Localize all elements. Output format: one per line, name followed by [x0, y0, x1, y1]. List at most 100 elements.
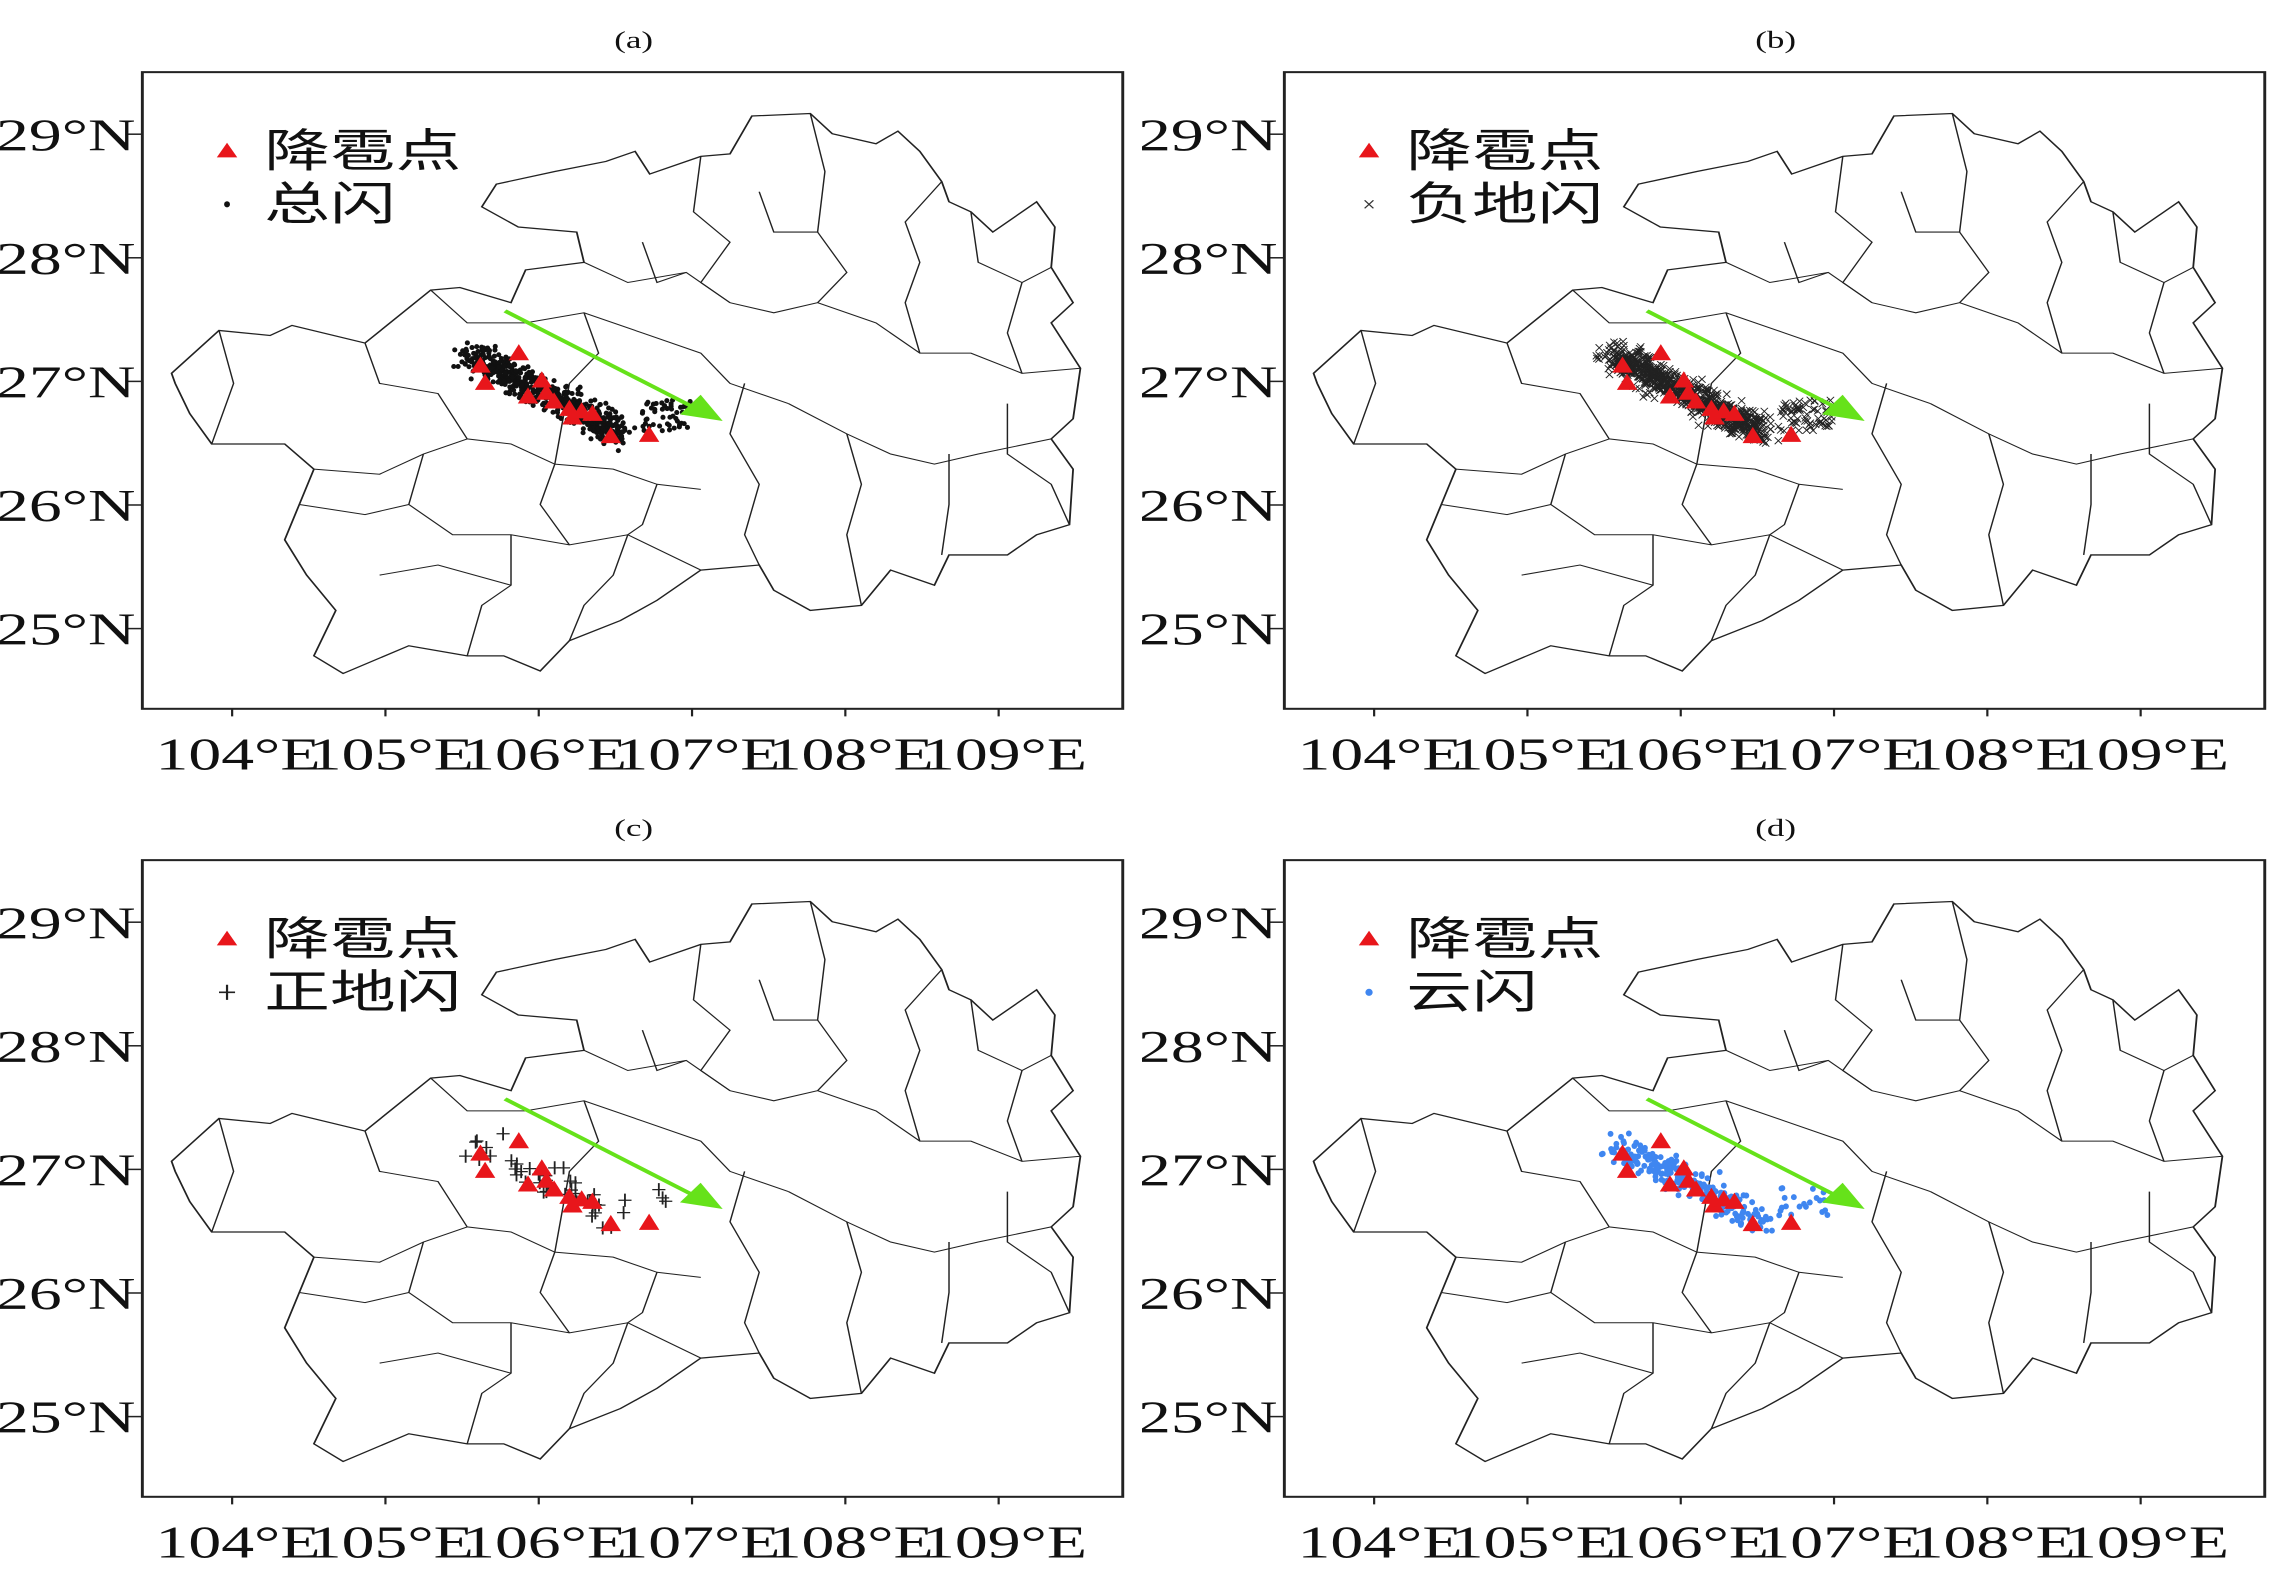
total-flash-point [598, 430, 604, 436]
cloud-flash-point [1675, 1192, 1682, 1199]
negative-cg-point [1592, 354, 1602, 363]
cloud-flash-point [1724, 1208, 1731, 1215]
cloud-flash-point [1662, 1163, 1669, 1170]
lat-tick-label: 26°N [1142, 482, 1277, 532]
negative-cg-point [1647, 372, 1656, 380]
negative-cg-point [1659, 361, 1668, 370]
negative-cg-point [1638, 352, 1648, 361]
legend-hail-marker [216, 930, 238, 946]
negative-cg-point [1606, 355, 1615, 364]
negative-cg-point [1787, 419, 1796, 427]
total-flash-point [640, 408, 646, 415]
county-boundary [379, 564, 512, 586]
total-flash-point [580, 426, 586, 432]
movement-arrow-line [1645, 309, 1848, 415]
positive-cg-point [659, 1194, 673, 1208]
county-boundary [970, 999, 1052, 1072]
hail-point-marker [508, 1132, 530, 1149]
total-flash-point [594, 405, 600, 411]
total-flash-point [611, 415, 617, 421]
county-boundary [692, 156, 731, 304]
county-boundary [313, 1226, 468, 1263]
total-flash-point [587, 426, 593, 432]
legend-flash-label: 正地闪 [264, 968, 461, 1018]
negative-cg-point [1630, 363, 1639, 372]
total-flash-point [452, 347, 458, 353]
negative-cg-point [1592, 352, 1601, 360]
cloud-flash-point [1670, 1161, 1677, 1168]
lat-tick-label: 29°N [0, 899, 135, 949]
cloud-flash-point [1762, 1213, 1769, 1220]
total-flash-point [465, 352, 471, 358]
map-frame [140, 71, 1125, 710]
negative-cg-point [1720, 424, 1730, 432]
legend-flash-marker [1364, 199, 1374, 209]
panel-d: (d) 104°E 105°E 106°E 107°E 108°E 109°E 29°N 28°… [1142, 788, 2283, 1575]
cloud-flash-point [1809, 1185, 1816, 1192]
hail-point-marker [1673, 371, 1695, 388]
negative-cg-point [1793, 406, 1803, 414]
total-flash-point [606, 421, 612, 427]
negative-cg-point [1766, 425, 1775, 433]
county-boundary [2148, 282, 2165, 374]
negative-cg-point [1650, 368, 1659, 377]
lat-tick-label: 27°N [1142, 358, 1277, 408]
negative-cg-point [1641, 357, 1650, 365]
legend-hail-label: 降雹点 [1406, 127, 1603, 177]
movement-arrow-line [503, 1097, 706, 1203]
total-flash-point [619, 414, 625, 420]
county-boundary [568, 534, 629, 641]
total-flash-point [466, 364, 472, 370]
positive-cg-point [656, 1191, 670, 1205]
map-frame [1282, 859, 2267, 1498]
total-flash-point [540, 402, 546, 408]
hail-point-marker [474, 373, 496, 390]
county-boundary [466, 1322, 512, 1444]
total-flash-point [475, 348, 481, 355]
movement-arrow-head [1821, 394, 1865, 421]
legend-flash-marker [224, 201, 230, 208]
county-boundary [554, 312, 600, 465]
total-flash-point [529, 369, 536, 375]
lon-tick-label: 104°E [156, 730, 321, 780]
total-flash-point [668, 401, 674, 407]
county-boundary [1988, 433, 2005, 606]
total-flash-point [536, 387, 542, 393]
lon-tick-label: 108°E [769, 1518, 934, 1568]
negative-cg-point [1824, 422, 1834, 430]
total-flash-point [660, 414, 666, 420]
county-boundary [904, 181, 943, 354]
lon-tick-label: 109°E [2064, 1518, 2229, 1568]
negative-cg-point [1644, 363, 1653, 372]
negative-cg-point [1643, 379, 1652, 388]
total-flash-point [501, 378, 507, 384]
hail-point-marker [562, 1196, 583, 1213]
total-flash-point [492, 343, 498, 349]
negative-cg-point [1751, 420, 1760, 429]
total-flash-point [451, 363, 457, 370]
total-flash-point [571, 396, 577, 402]
negative-cg-point [1737, 397, 1746, 405]
total-flash-point [650, 422, 656, 428]
total-flash-point [519, 382, 525, 388]
total-flash-point [519, 389, 525, 395]
county-boundary [1834, 944, 1873, 1092]
movement-arrow-head [679, 394, 723, 421]
county-boundary [1988, 1221, 2005, 1394]
total-flash-point [640, 423, 646, 429]
negative-cg-point [1781, 399, 1790, 408]
cloud-flash-point [1783, 1203, 1789, 1210]
total-flash-point [666, 427, 673, 433]
positive-cg-point [504, 1154, 518, 1168]
total-flash-point [684, 424, 691, 430]
negative-cg-point [1600, 353, 1610, 361]
county-boundary [2148, 1191, 2213, 1313]
lon-tick-label: 105°E [1451, 730, 1616, 780]
total-flash-point [502, 370, 508, 376]
negative-cg-point [1794, 426, 1803, 435]
county-boundary [787, 403, 1052, 465]
negative-cg-point [1606, 362, 1615, 371]
lon-tick-label: 104°E [1298, 1518, 1463, 1568]
total-flash-point [457, 351, 463, 357]
